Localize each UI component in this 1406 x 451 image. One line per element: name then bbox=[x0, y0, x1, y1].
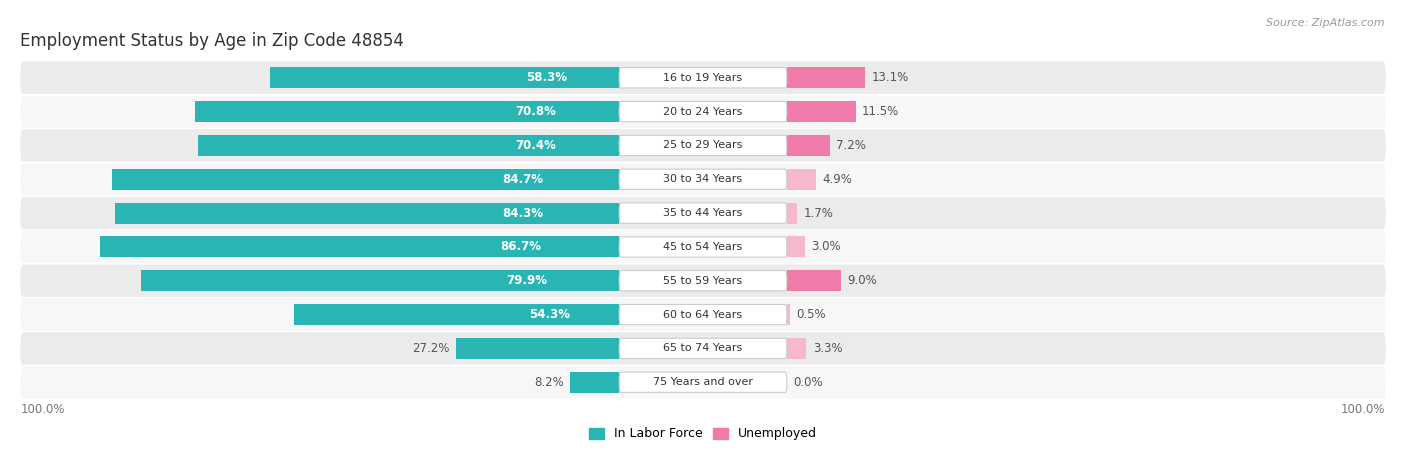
FancyBboxPatch shape bbox=[20, 264, 1386, 297]
Bar bbox=[195, 101, 619, 122]
FancyBboxPatch shape bbox=[619, 135, 787, 156]
Bar bbox=[787, 270, 841, 291]
FancyBboxPatch shape bbox=[20, 299, 1386, 331]
Bar bbox=[787, 304, 790, 325]
FancyBboxPatch shape bbox=[619, 203, 787, 223]
Text: 30 to 34 Years: 30 to 34 Years bbox=[664, 174, 742, 184]
Text: 84.3%: 84.3% bbox=[502, 207, 544, 220]
Text: 16 to 19 Years: 16 to 19 Years bbox=[664, 73, 742, 83]
Bar bbox=[198, 135, 619, 156]
Bar bbox=[457, 338, 619, 359]
Bar bbox=[787, 101, 856, 122]
FancyBboxPatch shape bbox=[619, 101, 787, 122]
FancyBboxPatch shape bbox=[619, 68, 787, 88]
FancyBboxPatch shape bbox=[20, 230, 1386, 263]
Text: 25 to 29 Years: 25 to 29 Years bbox=[664, 140, 742, 151]
Text: 84.7%: 84.7% bbox=[502, 173, 543, 186]
Text: 11.5%: 11.5% bbox=[862, 105, 900, 118]
Text: 27.2%: 27.2% bbox=[412, 342, 450, 355]
Text: 3.3%: 3.3% bbox=[813, 342, 842, 355]
Text: 65 to 74 Years: 65 to 74 Years bbox=[664, 343, 742, 354]
Text: 54.3%: 54.3% bbox=[530, 308, 571, 321]
FancyBboxPatch shape bbox=[20, 332, 1386, 364]
FancyBboxPatch shape bbox=[619, 338, 787, 359]
Text: 8.2%: 8.2% bbox=[534, 376, 564, 389]
Text: 75 Years and over: 75 Years and over bbox=[652, 377, 754, 387]
Bar bbox=[787, 338, 807, 359]
Text: 20 to 24 Years: 20 to 24 Years bbox=[664, 106, 742, 117]
FancyBboxPatch shape bbox=[619, 304, 787, 325]
FancyBboxPatch shape bbox=[619, 169, 787, 189]
Bar bbox=[787, 236, 804, 258]
FancyBboxPatch shape bbox=[20, 197, 1386, 229]
Text: 9.0%: 9.0% bbox=[846, 274, 877, 287]
Text: 55 to 59 Years: 55 to 59 Years bbox=[664, 276, 742, 286]
Text: 86.7%: 86.7% bbox=[501, 240, 541, 253]
Text: Source: ZipAtlas.com: Source: ZipAtlas.com bbox=[1267, 18, 1385, 28]
Text: 70.4%: 70.4% bbox=[515, 139, 555, 152]
FancyBboxPatch shape bbox=[20, 366, 1386, 399]
Text: 13.1%: 13.1% bbox=[872, 71, 908, 84]
FancyBboxPatch shape bbox=[20, 163, 1386, 195]
Bar bbox=[787, 202, 797, 224]
Text: 100.0%: 100.0% bbox=[21, 403, 65, 416]
Bar bbox=[100, 236, 619, 258]
Text: 100.0%: 100.0% bbox=[1341, 403, 1385, 416]
Text: 79.9%: 79.9% bbox=[506, 274, 547, 287]
Bar bbox=[294, 304, 619, 325]
FancyBboxPatch shape bbox=[20, 95, 1386, 128]
FancyBboxPatch shape bbox=[20, 61, 1386, 94]
Bar bbox=[787, 169, 815, 190]
Text: 35 to 44 Years: 35 to 44 Years bbox=[664, 208, 742, 218]
Text: 58.3%: 58.3% bbox=[526, 71, 567, 84]
Text: 70.8%: 70.8% bbox=[515, 105, 555, 118]
Text: Employment Status by Age in Zip Code 48854: Employment Status by Age in Zip Code 488… bbox=[21, 32, 405, 50]
Text: 45 to 54 Years: 45 to 54 Years bbox=[664, 242, 742, 252]
Bar bbox=[787, 135, 830, 156]
Text: 1.7%: 1.7% bbox=[803, 207, 834, 220]
Text: 4.9%: 4.9% bbox=[823, 173, 852, 186]
Text: 3.0%: 3.0% bbox=[811, 240, 841, 253]
Bar bbox=[270, 67, 619, 88]
Bar bbox=[114, 202, 619, 224]
Legend: In Labor Force, Unemployed: In Labor Force, Unemployed bbox=[583, 423, 823, 446]
Text: 7.2%: 7.2% bbox=[837, 139, 866, 152]
Text: 60 to 64 Years: 60 to 64 Years bbox=[664, 309, 742, 320]
Text: 0.0%: 0.0% bbox=[793, 376, 823, 389]
FancyBboxPatch shape bbox=[20, 129, 1386, 161]
FancyBboxPatch shape bbox=[619, 271, 787, 291]
FancyBboxPatch shape bbox=[619, 237, 787, 257]
Bar bbox=[787, 67, 865, 88]
Bar bbox=[571, 372, 619, 393]
Text: 0.5%: 0.5% bbox=[796, 308, 825, 321]
Bar bbox=[112, 169, 619, 190]
Bar bbox=[141, 270, 619, 291]
FancyBboxPatch shape bbox=[619, 372, 787, 392]
